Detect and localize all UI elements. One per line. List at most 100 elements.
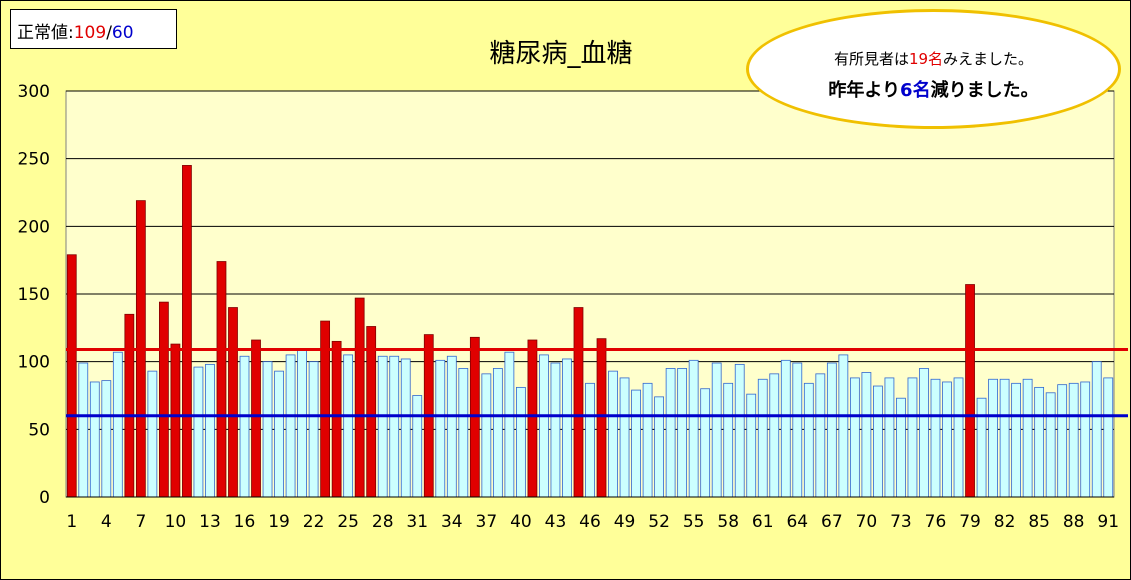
normal-value-low: 60 [111, 23, 134, 43]
note-decrease-count: 6名 [900, 80, 931, 101]
x-tick-label: 64 [786, 512, 808, 532]
bar [907, 377, 918, 498]
y-tick-label: 150 [18, 285, 50, 305]
x-tick-label: 10 [165, 512, 187, 532]
x-tick-label: 34 [441, 512, 463, 532]
bar-abnormal [182, 165, 192, 498]
bar-abnormal [320, 320, 331, 498]
chart-title: 糖尿病_血糖 [489, 39, 633, 69]
normal-value-box: 正常値:109/60 [10, 9, 177, 49]
x-tick-label: 28 [372, 512, 394, 532]
bar-abnormal [66, 254, 77, 498]
y-tick-label: 300 [18, 82, 50, 102]
y-tick-label: 0 [39, 488, 50, 508]
x-tick-label: 49 [614, 512, 636, 532]
bar [377, 355, 388, 498]
note-line-2: 昨年より6名減りました。 [749, 76, 1118, 102]
x-tick-label: 16 [234, 512, 256, 532]
bar [769, 373, 780, 498]
bar [942, 381, 952, 498]
bar [792, 362, 803, 498]
note-line-2-text: 昨年より [828, 80, 901, 101]
bar [849, 377, 860, 498]
bar-abnormal [331, 340, 342, 498]
bar [873, 385, 883, 498]
bar [285, 354, 296, 498]
x-tick-label: 55 [683, 512, 705, 532]
bar [274, 370, 284, 498]
bar [481, 373, 492, 498]
bar [884, 377, 895, 498]
x-tick-label: 85 [1028, 512, 1050, 532]
bar-abnormal [124, 313, 135, 498]
x-tick-label: 4 [101, 512, 112, 532]
bar [1068, 382, 1079, 498]
bar-abnormal [216, 261, 227, 498]
x-tick-label: 31 [406, 512, 428, 532]
x-tick-label: 73 [890, 512, 912, 532]
bar [78, 362, 89, 498]
bar [619, 377, 630, 498]
bar [700, 388, 711, 498]
note-line-1: 有所見者は19名みえました。 [749, 48, 1118, 69]
bar [1080, 381, 1091, 498]
x-tick-label: 88 [1063, 512, 1085, 532]
bar [631, 389, 641, 498]
bar [665, 368, 676, 498]
x-tick-label: 1 [66, 512, 77, 532]
bar [297, 349, 307, 498]
bar [112, 351, 123, 498]
bar [458, 368, 469, 498]
x-tick-label: 76 [925, 512, 947, 532]
bar-abnormal [170, 343, 181, 498]
bar [608, 370, 618, 498]
bar [757, 378, 768, 498]
bar [516, 386, 526, 498]
bar [746, 393, 757, 498]
bar [101, 380, 112, 498]
bar-abnormal [965, 284, 975, 498]
bar [734, 363, 745, 498]
x-tick-label: 67 [821, 512, 843, 532]
normal-value-high: 109 [73, 23, 107, 43]
x-tick-label: 25 [337, 512, 359, 532]
bar [446, 355, 457, 498]
bar-abnormal [354, 297, 365, 498]
normal-value-separator: / [106, 23, 112, 43]
bar [550, 362, 561, 498]
bar-abnormal [251, 339, 261, 498]
bar [861, 372, 872, 498]
bar [585, 382, 595, 498]
bar [400, 358, 411, 498]
bar [1034, 386, 1045, 498]
x-tick-label: 70 [856, 512, 878, 532]
bar [953, 377, 964, 498]
bar [504, 351, 515, 498]
bar [412, 395, 423, 498]
bar [492, 368, 503, 498]
bar [1045, 392, 1056, 498]
note-callout: 有所見者は19名みえました。 昨年より6名減りました。 [746, 9, 1121, 129]
x-tick-label: 61 [752, 512, 774, 532]
bar [89, 381, 100, 498]
y-tick-label: 200 [18, 217, 50, 237]
x-tick-label: 37 [476, 512, 498, 532]
x-tick-label: 79 [959, 512, 981, 532]
bar [919, 368, 929, 498]
bar [1022, 378, 1033, 498]
bar [723, 382, 734, 498]
bar [1011, 382, 1022, 498]
x-tick-label: 13 [199, 512, 221, 532]
x-tick-label: 91 [1097, 512, 1119, 532]
bar [999, 378, 1010, 498]
y-tick-label: 250 [18, 150, 50, 170]
bar [1091, 361, 1102, 498]
bar [654, 396, 664, 498]
x-tick-label: 58 [717, 512, 739, 532]
x-tick-label: 19 [268, 512, 290, 532]
bar [803, 382, 814, 498]
bar [239, 355, 250, 498]
note-line-1-text: 有所見者は [833, 50, 909, 68]
x-tick-label: 46 [579, 512, 601, 532]
